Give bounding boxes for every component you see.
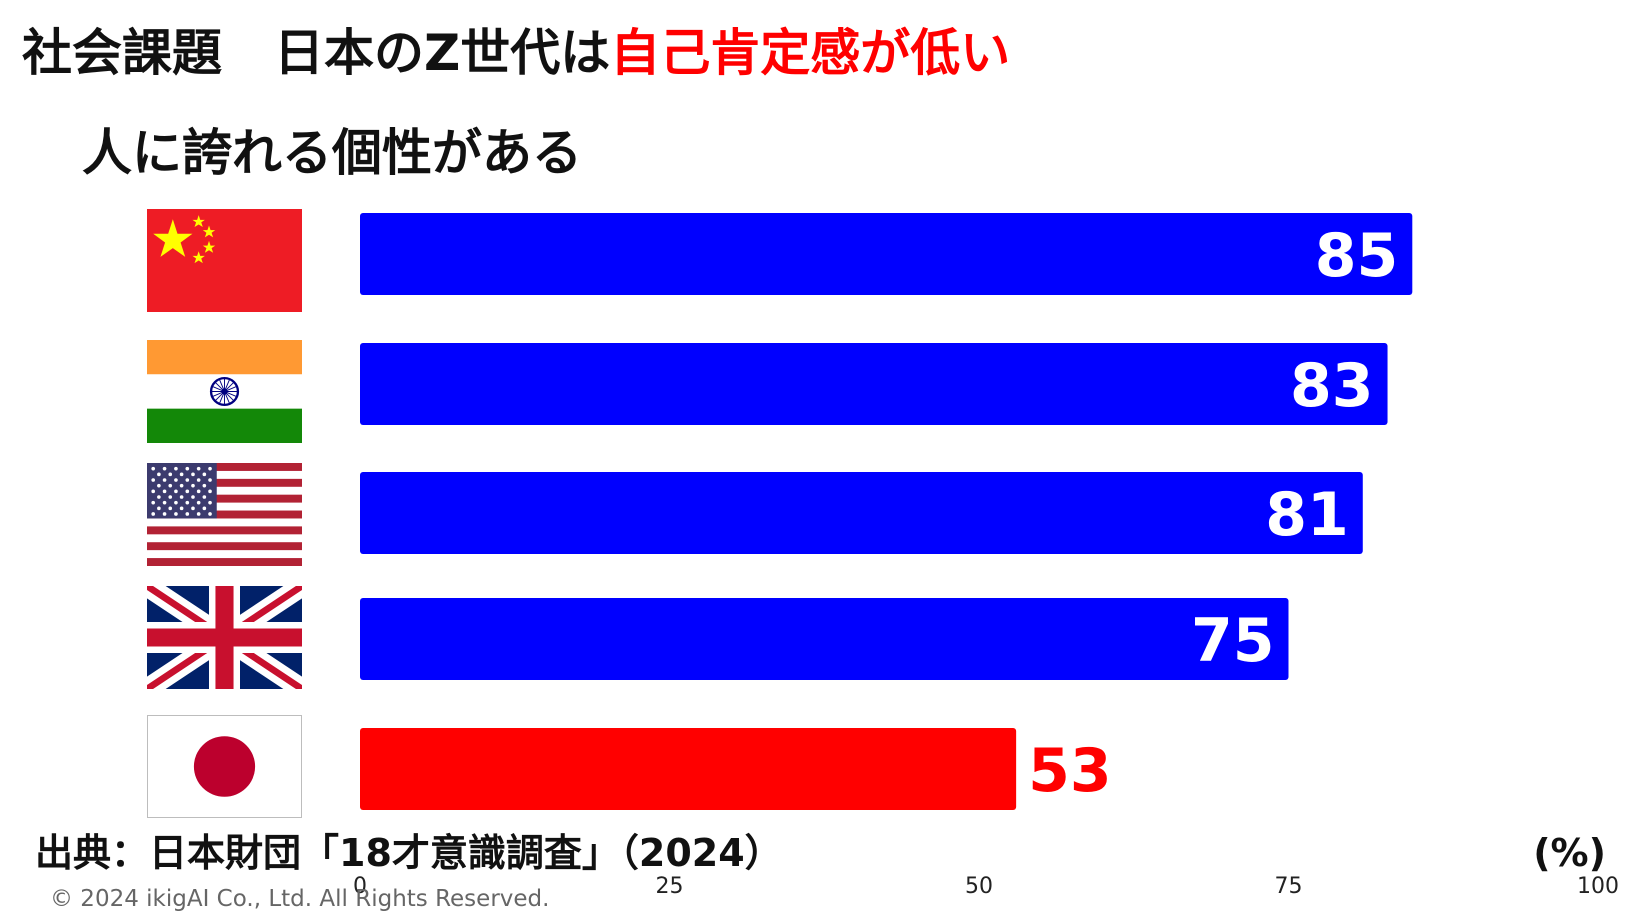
x-tick-label: 50 [965,874,993,899]
title-main: 日本のZ世代は [274,24,611,82]
chart-title: 人に誇れる個性がある [82,124,582,182]
unit-label: (%) [1533,831,1606,875]
x-tick-label: 100 [1577,874,1619,899]
x-tick-label: 25 [656,874,684,899]
bar-china-flag [360,213,1413,295]
usa-flag-icon [147,463,302,566]
china-flag-icon [147,209,302,312]
bar-india-flag [360,343,1388,425]
bar-value-label: 75 [1191,606,1275,676]
bar-value-label: 83 [1290,351,1374,421]
japan-flag-icon [147,715,302,818]
title-prefix: 社会課題 [22,24,222,82]
bar-value-label: 81 [1265,480,1349,550]
india-flag-icon [147,340,302,443]
bar-value-label: 85 [1315,221,1399,291]
x-tick-label: 0 [353,874,367,899]
title-accent: 自己肯定感が低い [610,24,1011,82]
bar-japan-flag [360,728,1017,810]
source-citation: 出典：日本財団「18才意識調査」（2024） [35,831,783,875]
x-tick-label: 75 [1275,874,1303,899]
uk-flag-icon [147,586,302,689]
bar-usa-flag [360,472,1363,554]
bar-uk-flag [360,598,1289,680]
page-title: 社会課題 日本のZ世代は自己肯定感が低い [22,18,1010,88]
copyright-text: © 2024 ikigAI Co., Ltd. All Rights Reser… [50,886,550,912]
bar-value-label: 53 [1028,736,1112,806]
